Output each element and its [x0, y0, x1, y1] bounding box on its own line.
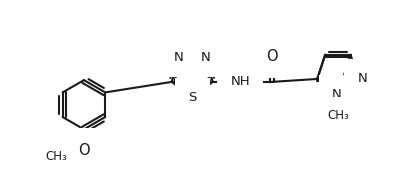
- Text: NH: NH: [230, 75, 249, 88]
- Text: CH₃: CH₃: [326, 109, 348, 122]
- Text: O: O: [78, 143, 90, 158]
- Text: N: N: [357, 73, 366, 85]
- Text: CH₃: CH₃: [45, 150, 67, 163]
- Text: O: O: [265, 49, 277, 64]
- Text: S: S: [188, 91, 196, 104]
- Text: N: N: [200, 51, 210, 64]
- Text: N: N: [173, 51, 183, 64]
- Text: N: N: [331, 88, 341, 101]
